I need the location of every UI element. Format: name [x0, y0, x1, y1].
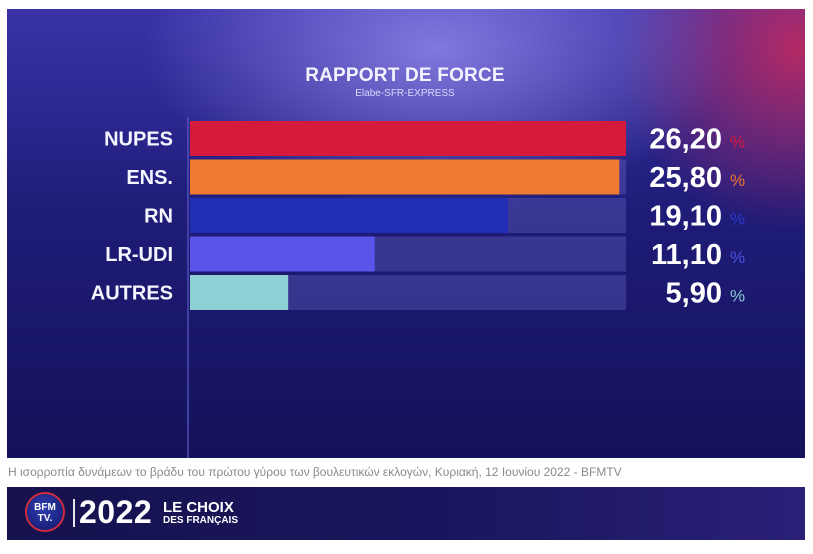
value-unit-5: % — [730, 287, 745, 306]
logo-line2: TV. — [37, 513, 53, 524]
banner-tagline-top: LE CHOIX — [163, 499, 234, 516]
value-unit-4: % — [730, 248, 745, 267]
bar-4 — [190, 236, 375, 272]
bar-1 — [190, 121, 626, 156]
bar-2 — [190, 159, 620, 195]
banner-year: 2022 — [79, 494, 153, 530]
value-label-2: 25,80 — [649, 162, 722, 194]
bar-chart: NUPES 26,20 % ENS. 25,80 % RN 19,10 % LR-UDI 11,10… — [91, 117, 745, 458]
category-label-4: LR-UDI — [105, 244, 173, 266]
image-caption: Η ισορροπία δυνάμεων το βράδυ του πρώτου… — [8, 465, 622, 479]
category-label-3: RN — [144, 206, 173, 228]
chart-subtitle: Elabe-SFR-EXPRESS — [355, 88, 455, 99]
value-label-3: 19,10 — [649, 201, 722, 233]
chart-title: RAPPORT DE FORCE — [305, 65, 505, 86]
value-unit-1: % — [730, 133, 745, 152]
bar-3 — [190, 198, 508, 233]
value-unit-2: % — [730, 171, 745, 190]
value-label-1: 26,20 — [649, 124, 722, 156]
tv-chart-panel: RAPPORT DE FORCE Elabe-SFR-EXPRESS NUPES… — [7, 9, 805, 458]
category-label-2: ENS. — [126, 167, 173, 189]
category-label-5: AUTRES — [91, 283, 173, 305]
value-unit-3: % — [730, 210, 745, 229]
value-label-4: 11,10 — [651, 239, 722, 271]
value-label-5: 5,90 — [666, 278, 722, 310]
banner-tagline-bottom: DES FRANÇAIS — [163, 515, 239, 526]
category-label-1: NUPES — [104, 129, 173, 151]
channel-banner: BFM TV. 2022 LE CHOIX DES FRANÇAIS — [7, 487, 805, 540]
bfmtv-logo: BFM TV. — [25, 492, 65, 532]
banner-divider — [73, 499, 75, 527]
logo-line1: BFM — [34, 502, 56, 513]
bar-5 — [190, 275, 289, 310]
